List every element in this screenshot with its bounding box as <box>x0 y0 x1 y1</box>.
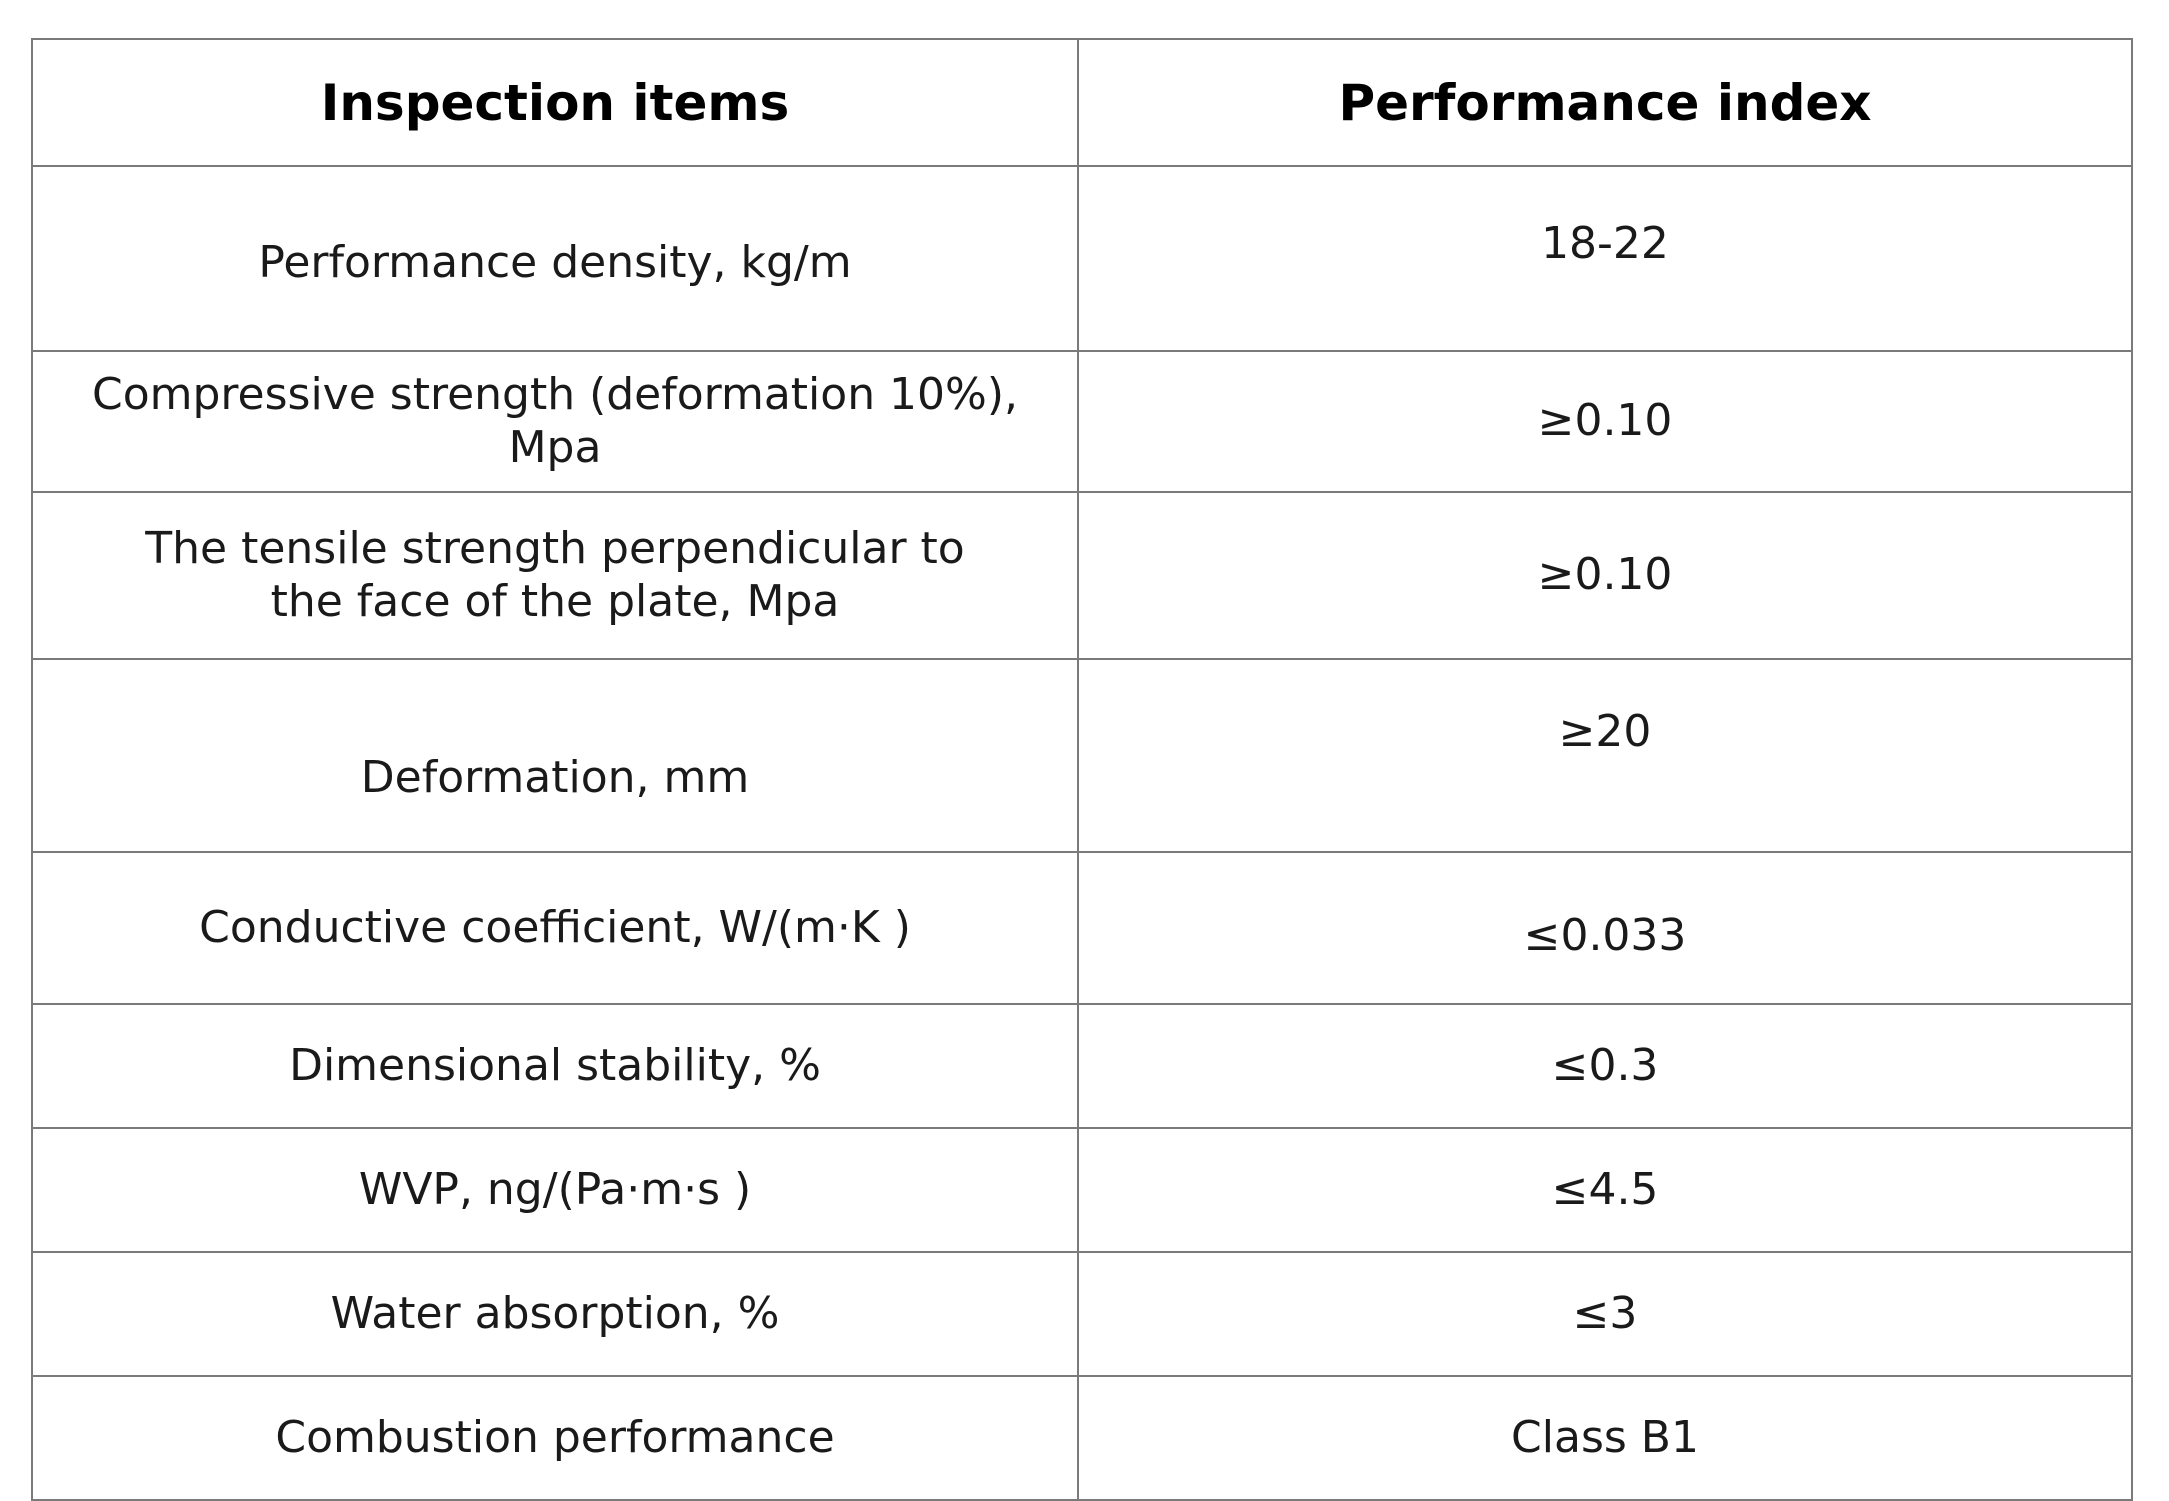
header-inspection-items: Inspection items <box>31 38 1079 167</box>
row-index-compressive-strength: ≥0.10 <box>1077 350 2133 493</box>
row-index-wvp: ≤4.5 <box>1077 1127 2133 1253</box>
row-item-wvp: WVP, ng/(Pa·m·s ) <box>31 1127 1079 1253</box>
specification-table: Inspection items Performance index Perfo… <box>31 38 2133 1501</box>
table-row: Performance density, kg/m 18-22 <box>31 165 2133 352</box>
header-performance-index: Performance index <box>1077 38 2133 167</box>
row-item-compressive-strength: Compressive strength (deformation 10%), … <box>31 350 1079 493</box>
row-index-dimensional-stability: ≤0.3 <box>1077 1003 2133 1129</box>
row-item-water-absorption: Water absorption, % <box>31 1251 1079 1377</box>
row-item-tensile-strength: The tensile strength perpendicular to th… <box>31 491 1079 660</box>
table-row: Dimensional stability, % ≤0.3 <box>31 1003 2133 1129</box>
row-item-dimensional-stability: Dimensional stability, % <box>31 1003 1079 1129</box>
row-item-density: Performance density, kg/m <box>31 165 1079 352</box>
row-item-conductive-coefficient: Conductive coefficient, W/(m·K ) <box>31 851 1079 1005</box>
row-index-density: 18-22 <box>1077 165 2133 352</box>
table-row: Compressive strength (deformation 10%), … <box>31 350 2133 493</box>
table-row: Deformation, mm ≥20 <box>31 658 2133 853</box>
table-row: Conductive coefficient, W/(m·K ) ≤0.033 <box>31 851 2133 1005</box>
row-index-conductive-coefficient: ≤0.033 <box>1077 851 2133 1005</box>
table-row: The tensile strength perpendicular to th… <box>31 491 2133 660</box>
row-index-deformation: ≥20 <box>1077 658 2133 853</box>
table-row: Water absorption, % ≤3 <box>31 1251 2133 1377</box>
header-row: Inspection items Performance index <box>31 38 2133 167</box>
table-row: Combustion performance Class B1 <box>31 1375 2133 1501</box>
table-row: WVP, ng/(Pa·m·s ) ≤4.5 <box>31 1127 2133 1253</box>
row-index-tensile-strength: ≥0.10 <box>1077 491 2133 660</box>
row-index-combustion-performance: Class B1 <box>1077 1375 2133 1501</box>
row-item-deformation: Deformation, mm <box>31 658 1079 853</box>
row-item-combustion-performance: Combustion performance <box>31 1375 1079 1501</box>
row-index-water-absorption: ≤3 <box>1077 1251 2133 1377</box>
